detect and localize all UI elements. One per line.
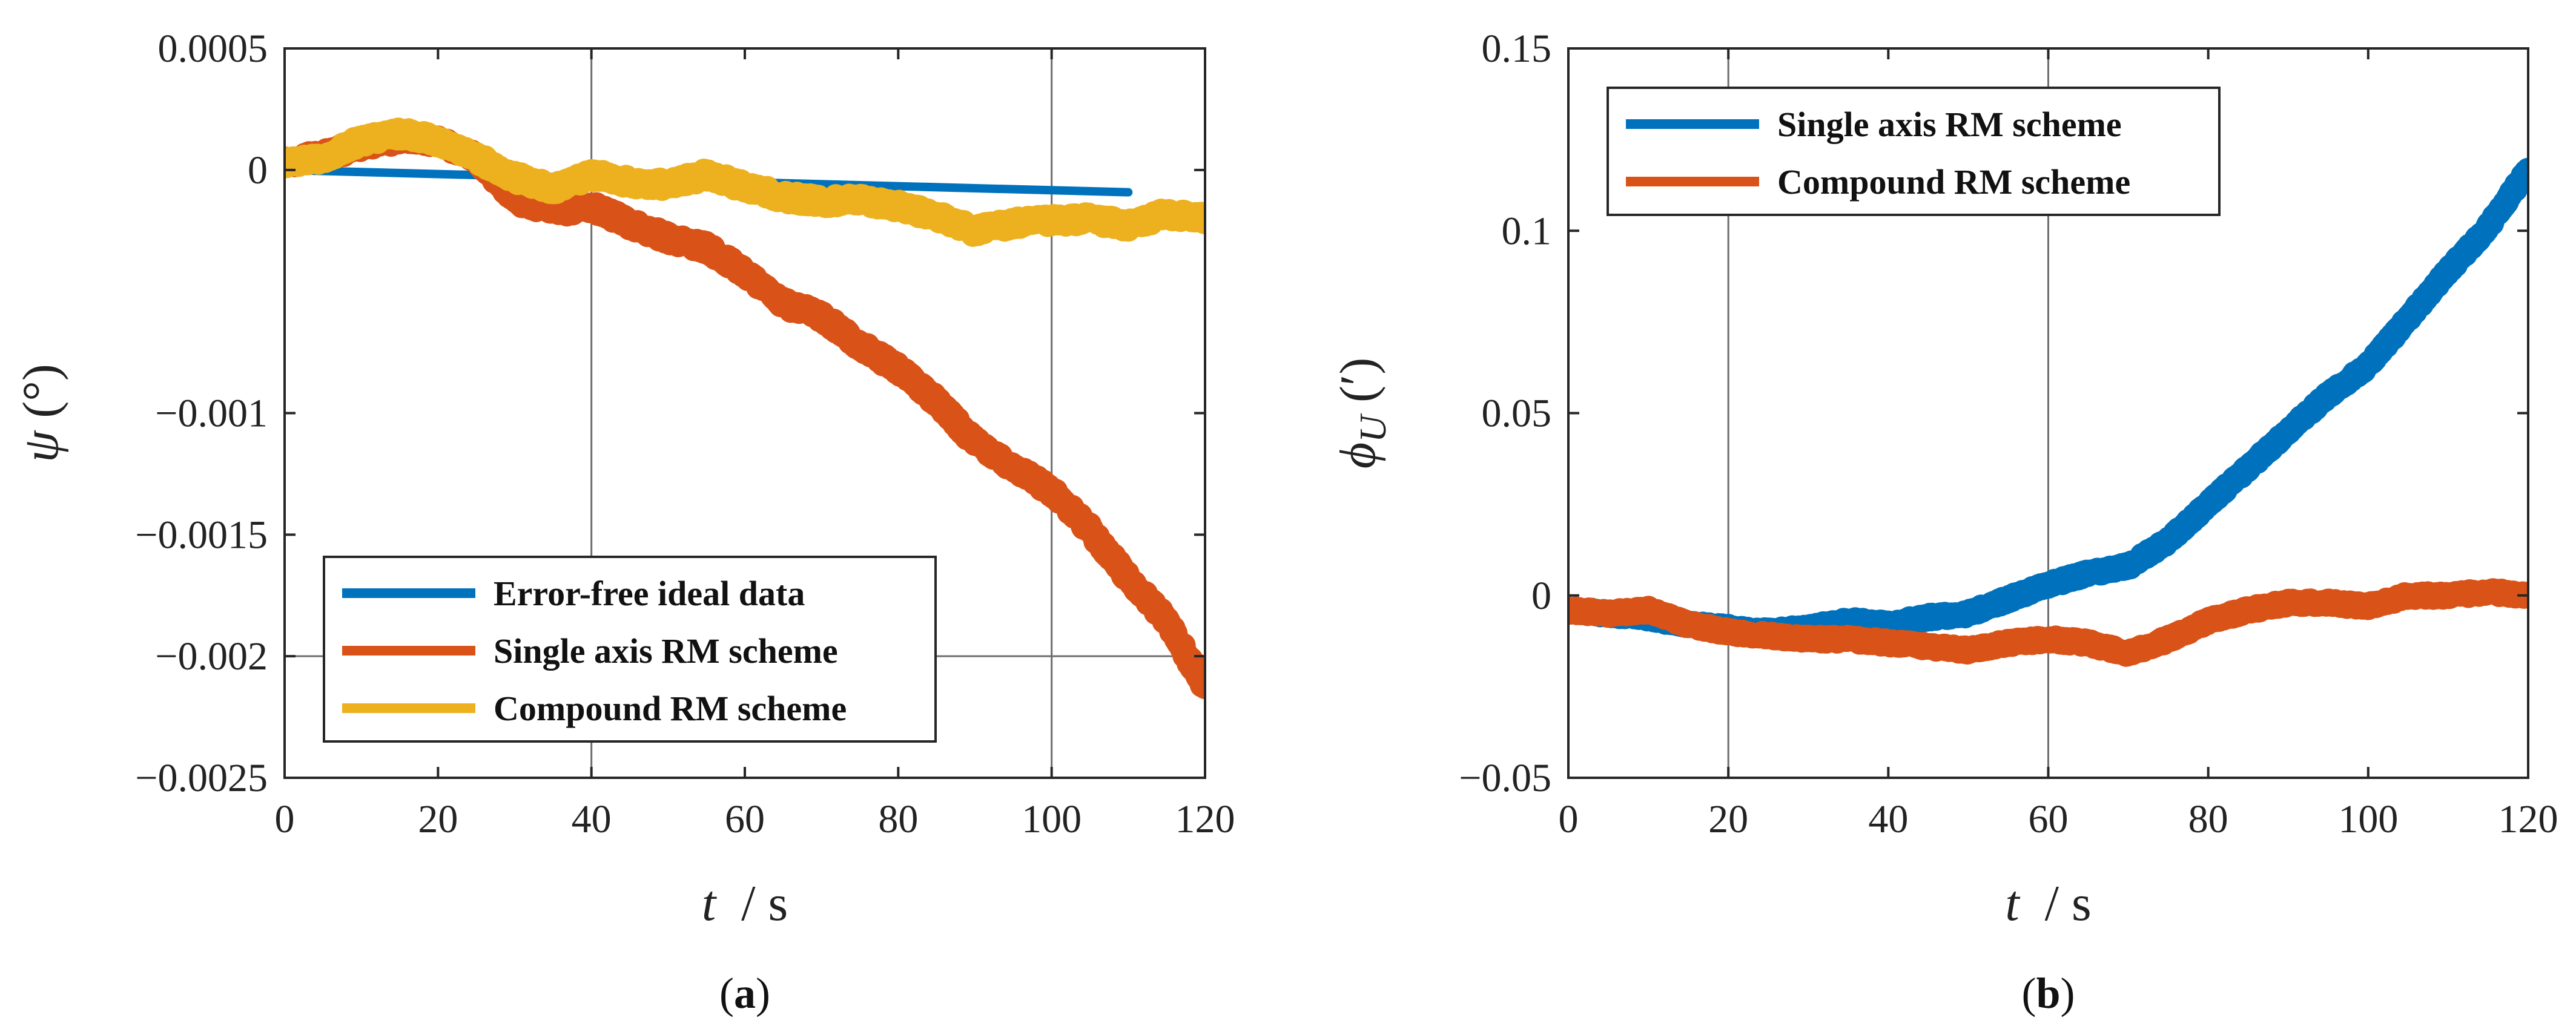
x-tick-label: 0 bbox=[275, 797, 295, 841]
x-axis-label: t / s bbox=[702, 875, 788, 932]
y-axis-label: ψ (°) bbox=[13, 364, 69, 462]
y-tick-label: −0.05 bbox=[1459, 756, 1551, 800]
x-tick-label: 60 bbox=[725, 797, 765, 841]
x-tick-label: 0 bbox=[1559, 797, 1579, 841]
panel-label: (b) bbox=[2021, 969, 2075, 1017]
x-tick-label: 120 bbox=[2498, 797, 2558, 841]
y-tick-label: 0.15 bbox=[1482, 27, 1552, 71]
y-tick-label: −0.001 bbox=[155, 392, 268, 436]
y-tick-label: −0.002 bbox=[155, 634, 268, 679]
y-tick-label: 0 bbox=[248, 148, 268, 192]
x-tick-label: 20 bbox=[418, 797, 458, 841]
x-tick-label: 40 bbox=[1868, 797, 1908, 841]
y-tick-label: −0.0015 bbox=[135, 513, 268, 557]
legend-label: Compound RM scheme bbox=[494, 689, 847, 728]
series-line-compound-rm-scheme bbox=[285, 117, 1205, 247]
y-tick-label: 0.0005 bbox=[158, 27, 268, 71]
x-axis-label: t / s bbox=[2005, 875, 2091, 932]
legend-label: Error-free ideal data bbox=[494, 574, 805, 613]
x-tick-label: 100 bbox=[2338, 797, 2398, 841]
legend-label: Single axis RM scheme bbox=[494, 631, 838, 671]
chart-a: 0 20 40 60 80 100 120 0.0005 0 −0.001 −0.0015 −0.00… bbox=[13, 27, 1235, 1017]
x-tick-label: 100 bbox=[1022, 797, 1082, 841]
legend-label: Compound RM scheme bbox=[1777, 162, 2130, 202]
panel-label: (a) bbox=[719, 969, 770, 1017]
y-tick-label: −0.0025 bbox=[135, 756, 268, 800]
y-tick-label: 0.05 bbox=[1482, 392, 1552, 436]
x-tick-label: 20 bbox=[1708, 797, 1748, 841]
x-tick-label: 120 bbox=[1175, 797, 1235, 841]
y-tick-label: 0 bbox=[1531, 574, 1551, 618]
y-axis-label: ϕU (′) bbox=[1330, 358, 1394, 469]
x-tick-label: 60 bbox=[2029, 797, 2069, 841]
legend: Error-free ideal data Single axis RM sche… bbox=[323, 556, 937, 743]
legend-label: Single axis RM scheme bbox=[1777, 105, 2122, 144]
x-tick-label: 80 bbox=[2188, 797, 2228, 841]
series-line-compound-rm-scheme bbox=[1568, 578, 2528, 667]
y-tick-label: 0.1 bbox=[1502, 209, 1552, 253]
legend: Single axis RM scheme Compound RM scheme bbox=[1607, 87, 2221, 216]
x-tick-label: 80 bbox=[878, 797, 918, 841]
x-tick-label: 40 bbox=[572, 797, 612, 841]
